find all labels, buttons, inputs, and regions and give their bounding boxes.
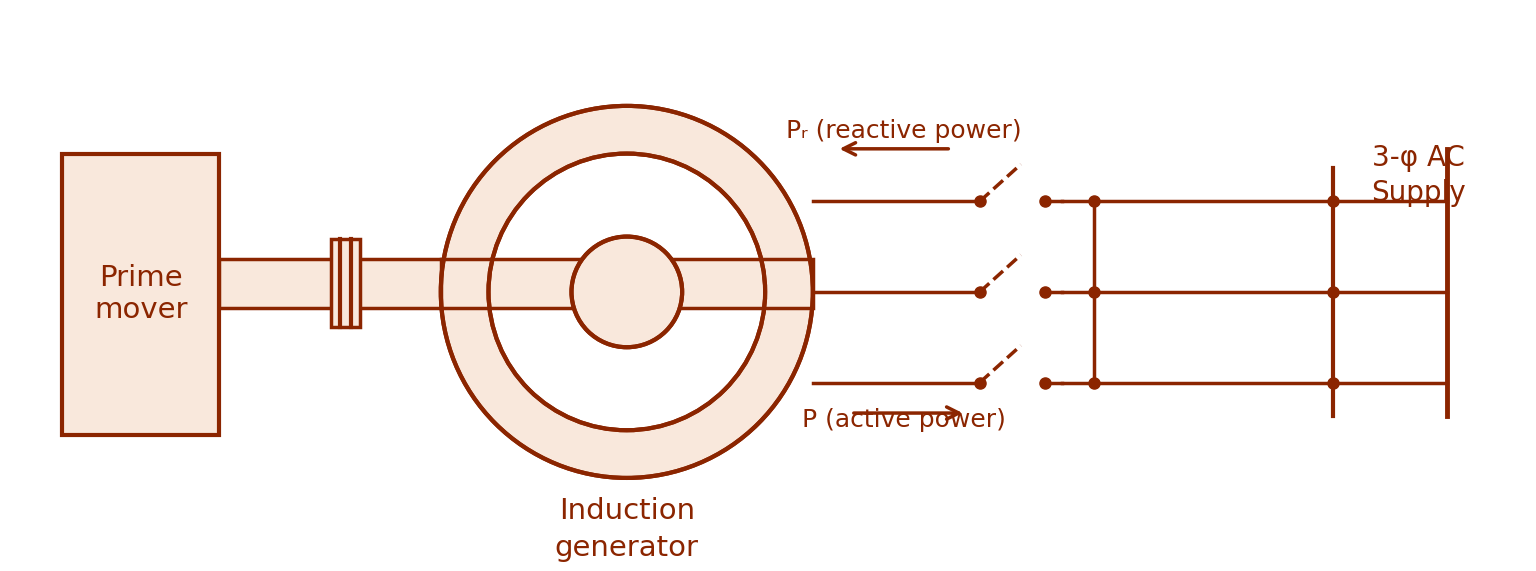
Text: 3-φ AC
Supply: 3-φ AC Supply [1372, 144, 1465, 207]
Circle shape [488, 154, 765, 430]
Bar [61, 154, 220, 435]
Bar [441, 259, 813, 308]
Circle shape [571, 236, 682, 347]
Bar [441, 259, 813, 308]
Bar [332, 239, 359, 327]
Bar [220, 259, 627, 308]
Text: Induction
generator: Induction generator [554, 497, 699, 562]
Circle shape [571, 236, 682, 347]
Text: Prime
mover: Prime mover [94, 264, 187, 324]
Text: Pᵣ (reactive power): Pᵣ (reactive power) [785, 119, 1021, 143]
Text: P (active power): P (active power) [802, 408, 1006, 432]
Circle shape [441, 106, 813, 478]
Circle shape [441, 106, 813, 478]
